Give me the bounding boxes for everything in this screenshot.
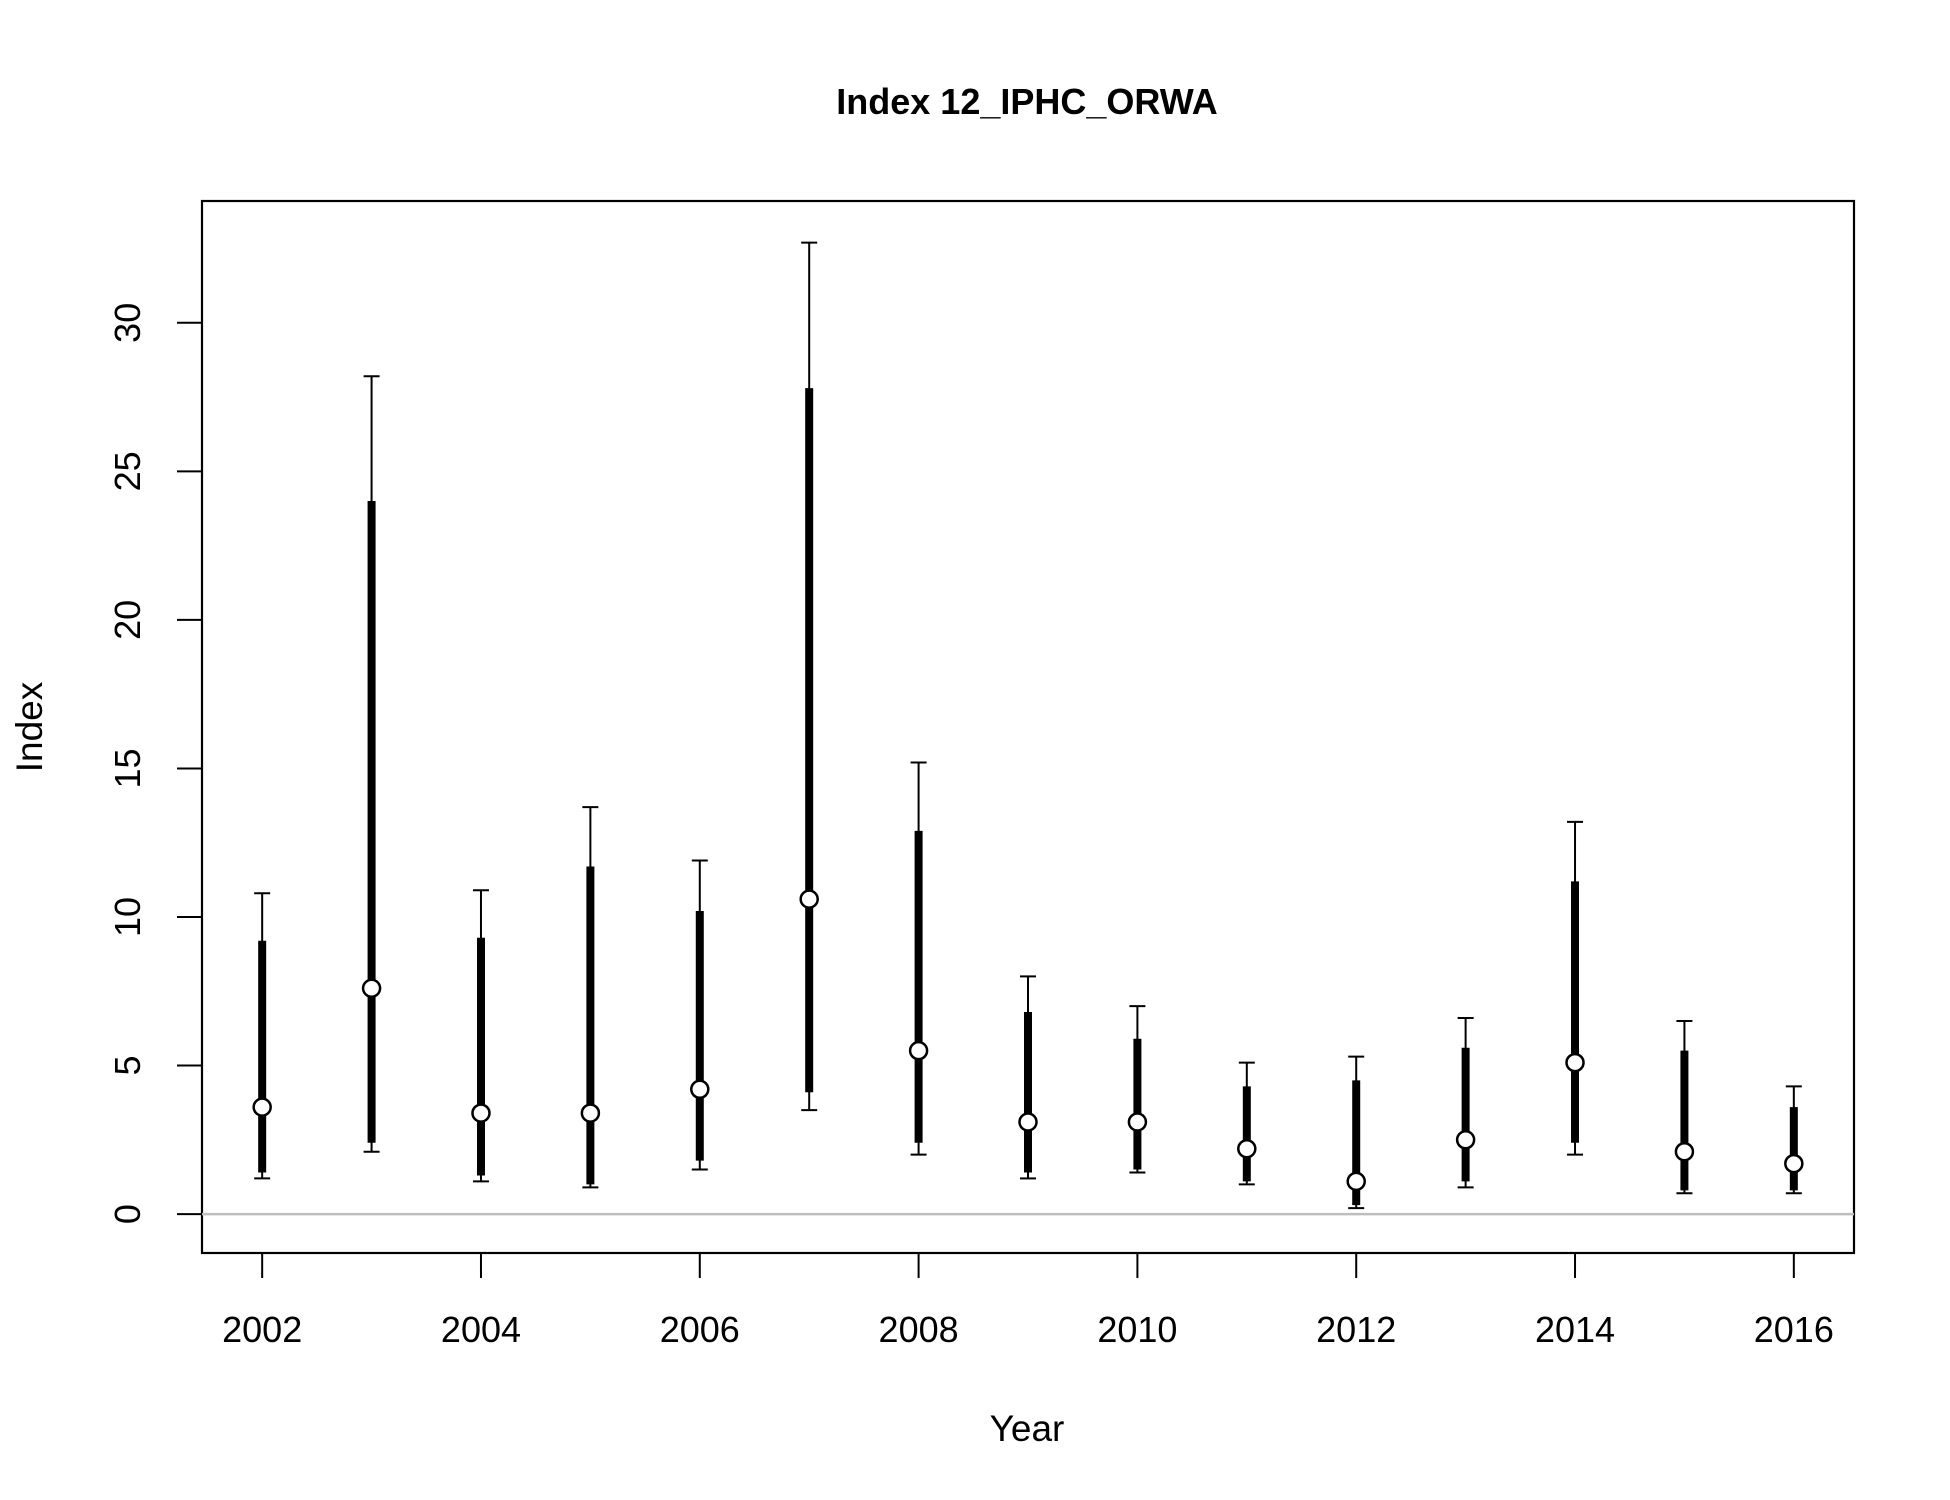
- data-point-group: [1237, 1061, 1257, 1186]
- y-tick-label: 10: [107, 897, 148, 937]
- y-tick-label: 25: [107, 451, 148, 491]
- data-point: [690, 1079, 710, 1100]
- data-point-group: [580, 806, 601, 1189]
- x-tick-label: 2010: [1097, 1309, 1177, 1350]
- y-tick-label: 30: [107, 303, 148, 343]
- data-point: [1237, 1138, 1257, 1159]
- y-tick-label: 5: [107, 1056, 148, 1076]
- y-tick-label: 0: [107, 1204, 148, 1224]
- data-point: [1455, 1130, 1476, 1150]
- data-point: [580, 1103, 601, 1123]
- x-tick-label: 2004: [441, 1309, 521, 1350]
- data-point-group: [1565, 820, 1585, 1156]
- data-point-group: [471, 889, 491, 1183]
- plot-frame: [200, 199, 1856, 1255]
- y-axis: 0 5 10 15 20 25 30: [107, 303, 202, 1224]
- data-point-group: [361, 375, 382, 1153]
- x-tick-label: 2008: [879, 1309, 959, 1350]
- data-point-group: [1018, 975, 1038, 1180]
- data-point: [908, 1040, 929, 1061]
- data-point: [1565, 1052, 1585, 1073]
- data-point-group: [908, 761, 929, 1156]
- x-tick-label: 2014: [1535, 1309, 1615, 1350]
- data-point: [252, 1097, 272, 1117]
- x-axis: 2002 2004 2006 2008 2010 2012 2014 2016: [222, 1253, 1834, 1350]
- x-tick-label: 2012: [1316, 1309, 1396, 1350]
- data-point-group: [1346, 1055, 1366, 1210]
- data-point-group: [1455, 1017, 1476, 1189]
- data-point-group: [1127, 1005, 1148, 1174]
- chart-title: Index 12_IPHC_ORWA: [836, 81, 1217, 122]
- y-tick-label: 20: [107, 600, 148, 640]
- y-axis-title: Index: [9, 681, 50, 772]
- x-tick-label: 2006: [660, 1309, 740, 1350]
- data-point: [1346, 1171, 1366, 1192]
- data-point-group: [690, 859, 710, 1171]
- data-point: [361, 978, 382, 999]
- data-point: [1018, 1112, 1038, 1132]
- data-point-group: [1784, 1085, 1804, 1195]
- data-point: [799, 889, 819, 909]
- data-point: [1127, 1112, 1148, 1132]
- data-point: [1784, 1153, 1804, 1174]
- data-point: [1674, 1141, 1695, 1162]
- data-marks: [252, 241, 1804, 1210]
- data-point-group: [252, 892, 272, 1180]
- data-point: [471, 1103, 491, 1123]
- x-tick-label: 2002: [222, 1309, 302, 1350]
- data-point-group: [1674, 1019, 1695, 1195]
- x-axis-title: Year: [990, 1408, 1065, 1449]
- data-point-group: [799, 241, 819, 1112]
- x-tick-label: 2016: [1754, 1309, 1834, 1350]
- y-tick-label: 15: [107, 748, 148, 788]
